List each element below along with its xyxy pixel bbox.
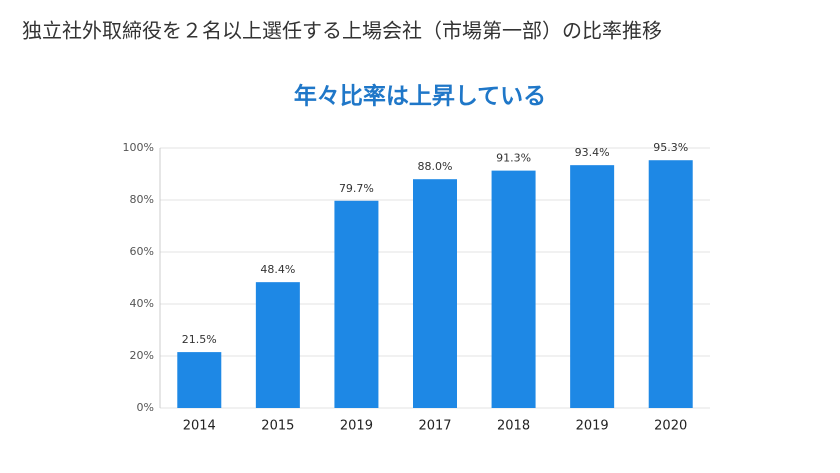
x-tick-label: 2020 bbox=[654, 419, 687, 434]
value-label: 91.3% bbox=[496, 152, 531, 165]
chart-subtitle: 年々比率は上昇している bbox=[294, 83, 546, 110]
x-tick-label: 2019 bbox=[576, 419, 609, 434]
x-tick-label: 2018 bbox=[497, 419, 530, 434]
bar bbox=[255, 282, 300, 408]
bar bbox=[334, 200, 379, 408]
value-label: 48.4% bbox=[260, 263, 295, 276]
bar bbox=[570, 165, 615, 408]
bar bbox=[491, 170, 536, 408]
value-label: 95.3% bbox=[653, 141, 688, 154]
value-label: 93.4% bbox=[575, 146, 610, 159]
x-tick-label: 2015 bbox=[261, 419, 294, 434]
bar bbox=[177, 352, 222, 408]
value-label: 21.5% bbox=[182, 333, 217, 346]
x-tick-label: 2014 bbox=[183, 419, 216, 434]
y-tick-label: 40% bbox=[130, 297, 154, 310]
y-tick-label: 60% bbox=[130, 245, 154, 258]
y-tick-label: 0% bbox=[137, 401, 154, 414]
value-label: 88.0% bbox=[418, 160, 453, 173]
value-label: 79.7% bbox=[339, 182, 374, 195]
y-tick-label: 100% bbox=[123, 141, 154, 154]
y-tick-label: 80% bbox=[130, 193, 154, 206]
y-tick-label: 20% bbox=[130, 349, 154, 362]
bar bbox=[648, 160, 693, 408]
chart-title: 独立社外取締役を２名以上選任する上場会社（市場第一部）の比率推移 bbox=[22, 19, 662, 43]
bar bbox=[413, 179, 457, 408]
x-tick-label: 2019 bbox=[340, 419, 373, 434]
x-tick-label: 2017 bbox=[418, 419, 451, 434]
